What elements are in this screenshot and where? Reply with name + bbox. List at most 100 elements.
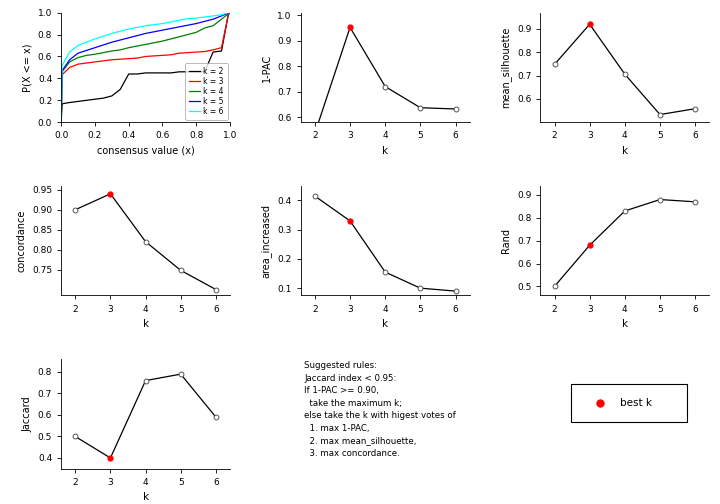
k = 4 [192, 29, 200, 35]
k = 5 [209, 16, 217, 22]
k = 3 [217, 45, 226, 51]
k = 5 [200, 18, 209, 24]
k = 6 [125, 26, 133, 32]
k = 2 [200, 69, 209, 75]
Y-axis label: concordance: concordance [17, 210, 27, 272]
k = 2 [116, 86, 125, 92]
k = 4 [125, 45, 133, 51]
k = 3 [150, 53, 158, 59]
Line: k = 3: k = 3 [61, 13, 230, 122]
k = 5 [66, 57, 74, 63]
k = 3 [107, 57, 116, 63]
k = 2 [107, 93, 116, 99]
X-axis label: k: k [382, 319, 388, 329]
k = 4 [175, 34, 184, 40]
Text: Suggested rules:
Jaccard index < 0.95:
If 1-PAC >= 0.90,
  take the maximum k;
e: Suggested rules: Jaccard index < 0.95: I… [305, 361, 456, 458]
k = 3 [99, 58, 108, 64]
k = 6 [209, 13, 217, 19]
k = 3 [209, 47, 217, 53]
k = 4 [209, 23, 217, 29]
k = 6 [184, 16, 192, 22]
k = 4 [158, 38, 167, 44]
k = 5 [116, 37, 125, 43]
k = 2 [224, 12, 233, 18]
Y-axis label: mean_silhouette: mean_silhouette [500, 27, 511, 108]
k = 5 [58, 67, 67, 73]
k = 3 [184, 49, 192, 55]
k = 6 [58, 62, 66, 68]
k = 3 [192, 49, 200, 55]
k = 4 [73, 54, 82, 60]
k = 5 [107, 39, 116, 45]
k = 4 [141, 41, 150, 47]
k = 3 [73, 61, 82, 67]
k = 6 [150, 22, 158, 28]
k = 6 [107, 30, 116, 36]
k = 4 [107, 48, 116, 54]
k = 3 [225, 10, 234, 16]
k = 6 [141, 23, 150, 29]
k = 5 [192, 21, 200, 27]
k = 3 [224, 12, 233, 18]
FancyBboxPatch shape [571, 384, 688, 421]
k = 2 [184, 69, 192, 75]
k = 6 [217, 12, 226, 18]
k = 4 [200, 25, 209, 31]
k = 3 [166, 52, 175, 58]
k = 5 [150, 29, 158, 35]
k = 5 [99, 42, 108, 48]
k = 3 [158, 52, 167, 58]
k = 4 [150, 40, 158, 46]
k = 5 [225, 10, 234, 16]
k = 6 [91, 36, 99, 42]
k = 5 [57, 119, 66, 125]
k = 5 [166, 26, 175, 32]
k = 2 [99, 95, 108, 101]
k = 6 [224, 10, 233, 16]
k = 2 [73, 98, 82, 104]
k = 6 [158, 21, 167, 27]
k = 2 [141, 70, 150, 76]
k = 2 [57, 119, 66, 125]
k = 5 [82, 47, 91, 53]
k = 2 [225, 10, 234, 16]
X-axis label: k: k [382, 146, 388, 156]
k = 6 [57, 119, 66, 125]
k = 3 [175, 50, 184, 56]
k = 4 [82, 52, 91, 58]
k = 6 [132, 24, 141, 30]
k = 3 [116, 56, 125, 62]
k = 3 [200, 48, 209, 54]
k = 3 [91, 59, 99, 65]
k = 2 [166, 70, 175, 76]
k = 3 [82, 60, 91, 66]
k = 6 [99, 33, 108, 39]
k = 2 [125, 71, 133, 77]
Y-axis label: P(X <= x): P(X <= x) [22, 43, 32, 92]
Y-axis label: Rand: Rand [502, 228, 511, 253]
k = 5 [125, 35, 133, 41]
k = 3 [58, 72, 66, 78]
k = 2 [58, 102, 66, 108]
k = 6 [175, 17, 184, 23]
Line: k = 4: k = 4 [61, 13, 230, 122]
k = 5 [184, 22, 192, 28]
k = 6 [58, 61, 67, 67]
k = 4 [217, 16, 226, 22]
k = 5 [224, 10, 233, 16]
Y-axis label: area_increased: area_increased [261, 204, 272, 278]
X-axis label: k: k [143, 492, 148, 502]
k = 2 [192, 69, 200, 75]
k = 5 [175, 24, 184, 30]
k = 5 [141, 30, 150, 36]
k = 4 [66, 59, 74, 65]
k = 4 [184, 32, 192, 38]
k = 4 [224, 11, 233, 17]
k = 3 [66, 65, 74, 71]
k = 5 [217, 13, 226, 19]
X-axis label: consensus value (x): consensus value (x) [96, 146, 194, 156]
k = 6 [200, 14, 209, 20]
Legend: k = 2, k = 3, k = 4, k = 5, k = 6: k = 2, k = 3, k = 4, k = 5, k = 6 [185, 62, 228, 120]
k = 3 [125, 55, 133, 61]
k = 3 [132, 55, 141, 61]
